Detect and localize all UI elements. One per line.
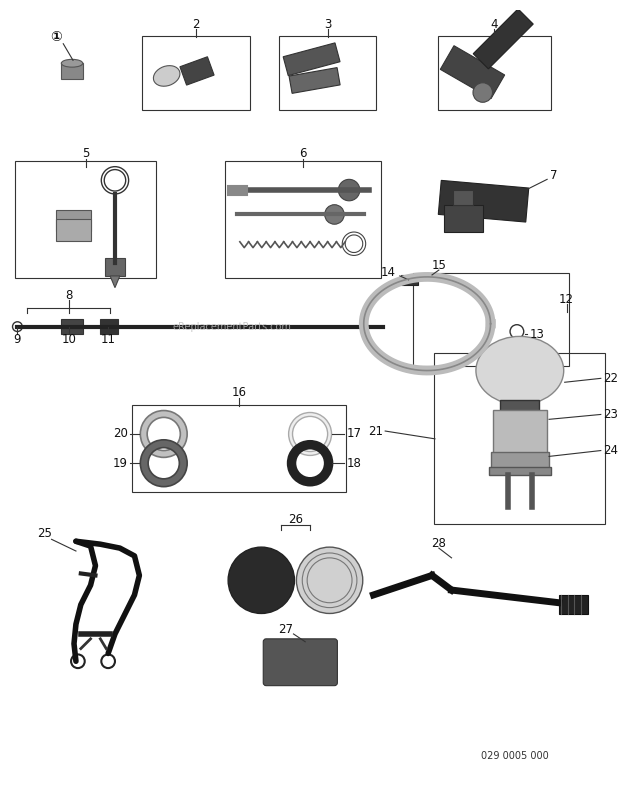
- Bar: [56, 219, 91, 241]
- Bar: [61, 64, 83, 78]
- Text: 21: 21: [368, 425, 383, 437]
- Text: 12: 12: [559, 293, 574, 306]
- Text: 6: 6: [299, 148, 307, 160]
- Text: 4: 4: [490, 18, 498, 31]
- Text: eReplacementParts.com: eReplacementParts.com: [172, 322, 291, 331]
- Circle shape: [12, 322, 22, 331]
- Bar: [61, 319, 83, 334]
- Text: 14: 14: [381, 266, 396, 279]
- Text: 26: 26: [288, 513, 303, 526]
- Bar: [131, 405, 346, 492]
- Bar: [15, 161, 156, 278]
- Polygon shape: [110, 276, 120, 287]
- Text: 28: 28: [432, 537, 446, 550]
- Ellipse shape: [339, 179, 360, 201]
- Bar: [56, 210, 91, 231]
- Text: 27: 27: [278, 623, 293, 636]
- Text: 2: 2: [192, 18, 200, 31]
- Text: 19: 19: [113, 457, 128, 469]
- Text: 8: 8: [66, 289, 73, 302]
- Text: 22: 22: [603, 372, 618, 385]
- Bar: [401, 275, 419, 285]
- Text: 3: 3: [324, 18, 331, 31]
- Bar: [289, 68, 340, 93]
- Bar: [438, 36, 551, 110]
- Text: 13: 13: [529, 328, 544, 341]
- Text: 11: 11: [100, 333, 116, 346]
- Bar: [492, 410, 547, 454]
- Ellipse shape: [153, 66, 180, 86]
- Bar: [444, 205, 483, 232]
- Bar: [142, 36, 250, 110]
- Bar: [473, 9, 533, 69]
- Bar: [453, 190, 473, 205]
- Text: 23: 23: [603, 408, 618, 421]
- Bar: [559, 595, 588, 615]
- Circle shape: [510, 325, 524, 338]
- Bar: [279, 36, 376, 110]
- Text: 18: 18: [346, 457, 361, 469]
- Text: 15: 15: [432, 259, 446, 272]
- Bar: [180, 57, 214, 85]
- Bar: [500, 400, 539, 411]
- Text: 029 0005 000: 029 0005 000: [481, 751, 549, 761]
- Bar: [490, 451, 549, 469]
- Bar: [283, 43, 340, 75]
- Text: 9: 9: [14, 333, 21, 346]
- Bar: [440, 46, 505, 99]
- Bar: [225, 161, 381, 278]
- Text: 25: 25: [37, 527, 52, 540]
- Text: 17: 17: [346, 428, 361, 440]
- Text: 16: 16: [231, 386, 246, 400]
- Text: 5: 5: [82, 148, 89, 160]
- Bar: [105, 258, 125, 276]
- Ellipse shape: [476, 337, 564, 405]
- Ellipse shape: [61, 60, 83, 68]
- Ellipse shape: [228, 547, 294, 613]
- Text: 20: 20: [113, 428, 128, 440]
- Bar: [489, 467, 551, 475]
- Ellipse shape: [473, 82, 492, 102]
- Ellipse shape: [325, 205, 344, 225]
- Text: 10: 10: [61, 333, 76, 346]
- Bar: [435, 353, 605, 524]
- Text: 24: 24: [603, 444, 618, 457]
- Bar: [100, 319, 118, 334]
- Bar: [438, 181, 529, 222]
- FancyBboxPatch shape: [264, 639, 337, 685]
- Text: ①: ①: [51, 30, 62, 44]
- Text: 7: 7: [550, 169, 558, 182]
- Ellipse shape: [296, 547, 363, 613]
- Bar: [412, 273, 569, 366]
